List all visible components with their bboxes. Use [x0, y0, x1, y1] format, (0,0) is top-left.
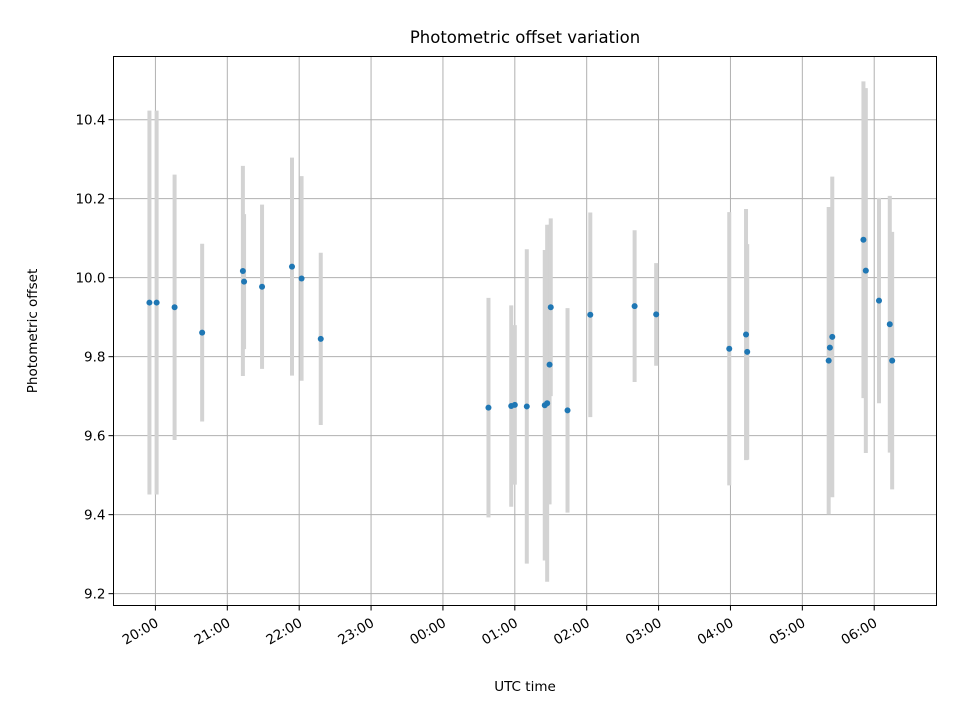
y-tick-label: 9.8 — [84, 350, 105, 366]
data-point — [829, 333, 836, 340]
data-point — [199, 329, 206, 336]
data-point — [153, 299, 160, 306]
data-point — [860, 236, 867, 243]
data-point — [653, 311, 660, 318]
y-tick-label: 10.0 — [75, 271, 105, 287]
x-axis-label: UTC time — [494, 679, 556, 695]
data-point — [523, 403, 530, 410]
data-point — [631, 303, 638, 310]
data-point — [862, 267, 869, 274]
y-tick-label: 10.2 — [75, 192, 105, 208]
data-point — [825, 357, 832, 364]
data-point — [239, 267, 246, 274]
data-point — [317, 335, 324, 342]
data-point — [241, 278, 248, 285]
data-point — [485, 404, 492, 411]
data-point — [546, 361, 553, 368]
data-point — [146, 299, 153, 306]
data-point — [726, 345, 733, 352]
data-point — [886, 321, 893, 328]
y-tick-label: 9.2 — [84, 587, 105, 603]
data-point — [564, 407, 571, 414]
plot-frame — [113, 56, 937, 606]
y-tick-label: 9.6 — [84, 429, 105, 445]
data-point — [544, 400, 551, 407]
y-axis-label: Photometric offset — [25, 269, 41, 393]
y-tick-label: 10.4 — [75, 113, 105, 129]
data-point — [889, 357, 896, 364]
data-point — [288, 263, 295, 270]
data-point — [587, 311, 594, 318]
y-tick-label: 9.4 — [84, 508, 105, 524]
data-point — [511, 401, 518, 408]
data-point — [298, 275, 305, 282]
data-points — [146, 236, 896, 414]
data-point — [875, 297, 882, 304]
chart-title: Photometric offset variation — [410, 28, 640, 47]
data-point — [743, 331, 750, 338]
data-point — [259, 283, 266, 290]
data-point — [744, 348, 751, 355]
data-point — [547, 304, 554, 311]
data-point — [826, 344, 833, 351]
data-point — [171, 304, 178, 311]
